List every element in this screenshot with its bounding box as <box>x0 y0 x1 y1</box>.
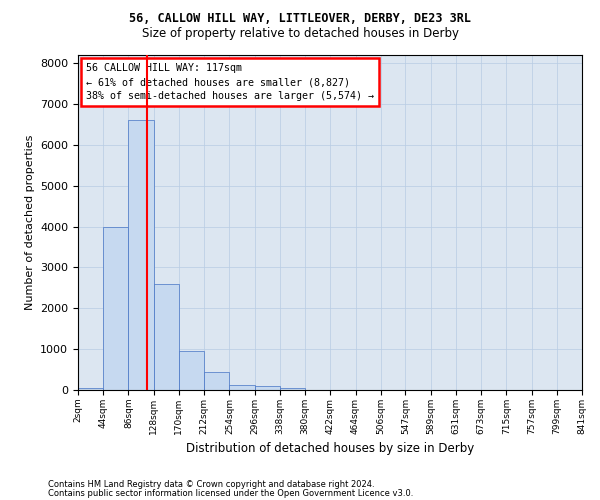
Text: 56 CALLOW HILL WAY: 117sqm
← 61% of detached houses are smaller (8,827)
38% of s: 56 CALLOW HILL WAY: 117sqm ← 61% of deta… <box>86 64 374 102</box>
Bar <box>179 351 204 390</box>
Bar <box>103 228 128 390</box>
X-axis label: Distribution of detached houses by size in Derby: Distribution of detached houses by size … <box>186 442 474 456</box>
Bar <box>204 372 229 390</box>
Text: 56, CALLOW HILL WAY, LITTLEOVER, DERBY, DE23 3RL: 56, CALLOW HILL WAY, LITTLEOVER, DERBY, … <box>129 12 471 26</box>
Bar <box>254 386 280 390</box>
Bar <box>280 388 305 390</box>
Text: Contains HM Land Registry data © Crown copyright and database right 2024.: Contains HM Land Registry data © Crown c… <box>48 480 374 489</box>
Bar <box>154 284 179 390</box>
Bar <box>78 388 103 390</box>
Bar <box>229 384 254 390</box>
Y-axis label: Number of detached properties: Number of detached properties <box>25 135 35 310</box>
Bar <box>128 120 154 390</box>
Text: Size of property relative to detached houses in Derby: Size of property relative to detached ho… <box>142 28 458 40</box>
Text: Contains public sector information licensed under the Open Government Licence v3: Contains public sector information licen… <box>48 488 413 498</box>
